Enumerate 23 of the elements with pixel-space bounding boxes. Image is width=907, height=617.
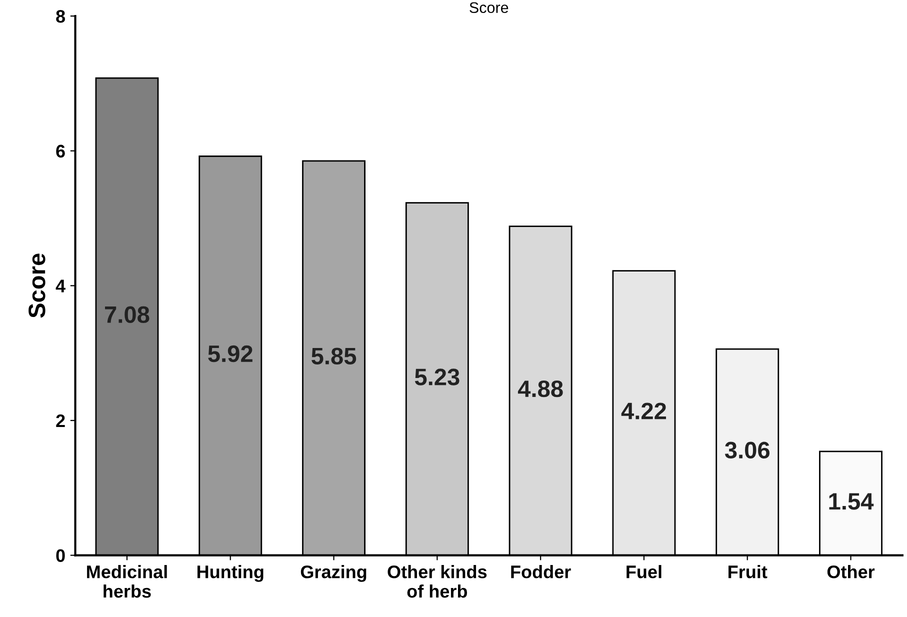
- y-tick-label: 4: [56, 280, 66, 292]
- data-label: 5.85: [312, 348, 356, 364]
- chart-title: Score: [470, 2, 508, 14]
- x-tick-label: Hunting: [197, 565, 264, 582]
- data-label: 5.92: [208, 345, 252, 362]
- x-tick-label: Medicinal herbs: [87, 565, 167, 598]
- x-tick-label: Other: [827, 565, 875, 578]
- x-tick-label: Fodder: [511, 565, 571, 578]
- data-label: 3.06: [724, 442, 770, 459]
- x-tick-label: Other kinds of herb: [388, 565, 487, 598]
- x-tick-label: Fuel: [626, 565, 662, 578]
- y-tick-label: 8: [56, 10, 66, 23]
- y-tick-label: 0: [56, 549, 65, 562]
- data-label: 4.22: [621, 402, 666, 420]
- y-tick-label: 2: [56, 414, 65, 428]
- data-label: 1.54: [829, 493, 874, 510]
- y-tick-label: 6: [56, 144, 65, 158]
- x-tick-label: Fruit: [728, 565, 768, 578]
- data-label: 7.08: [105, 306, 150, 324]
- data-label: 5.23: [414, 368, 460, 386]
- data-label: 4.88: [518, 380, 563, 398]
- y-axis-title: Score: [28, 254, 46, 318]
- x-tick-label: Grazing: [300, 565, 366, 582]
